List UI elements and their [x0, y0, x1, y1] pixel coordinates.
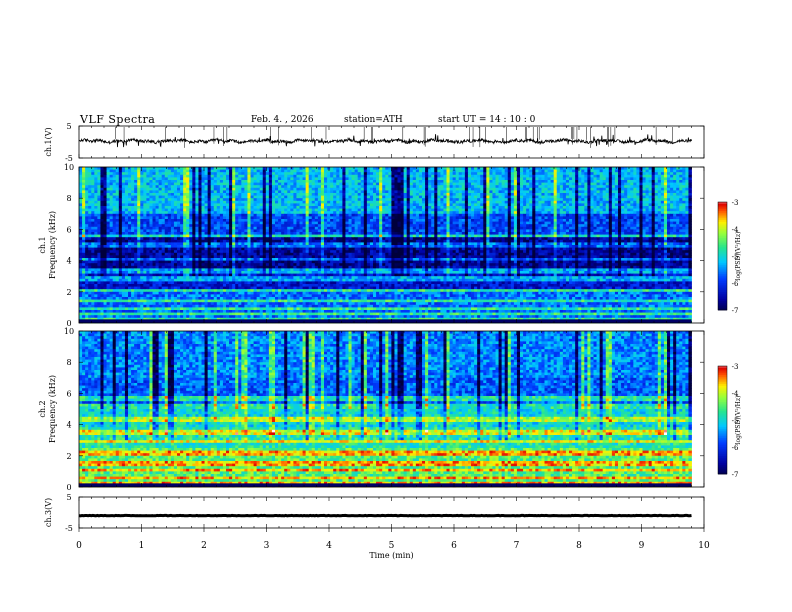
ch1-spectrogram-ylabel-channel: ch.1: [38, 236, 47, 253]
ch2-spectrogram-ylabel: Frequency (kHz): [48, 375, 57, 443]
xtick-7: 7: [514, 541, 520, 551]
ch1-spectrogram-ytick-5: 10: [64, 163, 74, 172]
ch3-waveform-frame: [79, 497, 704, 528]
ch1-spectrogram-ylabel: Frequency (kHz): [48, 211, 57, 279]
ch1-spectrogram-colorbar-label: log(PSD)(V²/Hz): [735, 232, 742, 281]
ch3-waveform-ylabel: ch.3(V): [44, 498, 53, 527]
xtick-10: 10: [698, 541, 710, 551]
ch2-spectrogram-ytick-1: 2: [66, 452, 71, 461]
x-axis-label: Time (min): [369, 551, 413, 560]
ch1-waveform-ytick-1: -5: [65, 154, 73, 163]
ch2-spectrogram-ytick-0: 0: [66, 483, 71, 492]
ch3-waveform-ytick-0: 5: [66, 493, 71, 502]
ch2-spectrogram-colorbar-tick-0: -3: [732, 363, 739, 371]
xtick-9: 9: [639, 541, 645, 551]
xtick-2: 2: [201, 541, 207, 551]
ch1-spectrogram-image: [79, 167, 692, 323]
ch1-spectrogram-colorbar-tick-0: -3: [732, 199, 739, 207]
xtick-5: 5: [389, 541, 395, 551]
ch1-waveform-line: [79, 134, 692, 147]
ch2-spectrogram-ytick-5: 10: [64, 327, 74, 336]
ch2-spectrogram-ylabel-channel: ch.2: [38, 400, 47, 417]
xtick-4: 4: [326, 541, 332, 551]
ch1-spectrogram-ytick-4: 8: [66, 194, 71, 203]
xtick-6: 6: [451, 541, 457, 551]
ch2-spectrogram-image: [79, 331, 692, 487]
xtick-1: 1: [139, 541, 145, 551]
ch2-spectrogram-ytick-3: 6: [66, 389, 71, 398]
xtick-0: 0: [76, 541, 82, 551]
ch2-spectrogram-colorbar-label: log(PSD)(V²/Hz): [735, 396, 742, 445]
ch1-spectrogram-colorbar-tick-4: -7: [732, 307, 739, 315]
ch1-spectrogram-ytick-3: 6: [66, 225, 71, 234]
xtick-8: 8: [576, 541, 582, 551]
ch2-spectrogram-ytick-2: 4: [66, 421, 71, 430]
ch2-spectrogram-colorbar-tick-4: -7: [732, 471, 739, 479]
ch1-spectrogram-ytick-1: 2: [66, 288, 71, 297]
ch1-waveform-ytick-0: 5: [66, 122, 71, 131]
ch1-waveform-ylabel: ch.1(V): [44, 127, 53, 156]
ch1-spectrogram-ytick-2: 4: [66, 257, 71, 266]
ch2-spectrogram-ytick-4: 8: [66, 358, 71, 367]
xtick-3: 3: [264, 541, 270, 551]
ch3-waveform-ytick-1: -5: [65, 524, 73, 533]
